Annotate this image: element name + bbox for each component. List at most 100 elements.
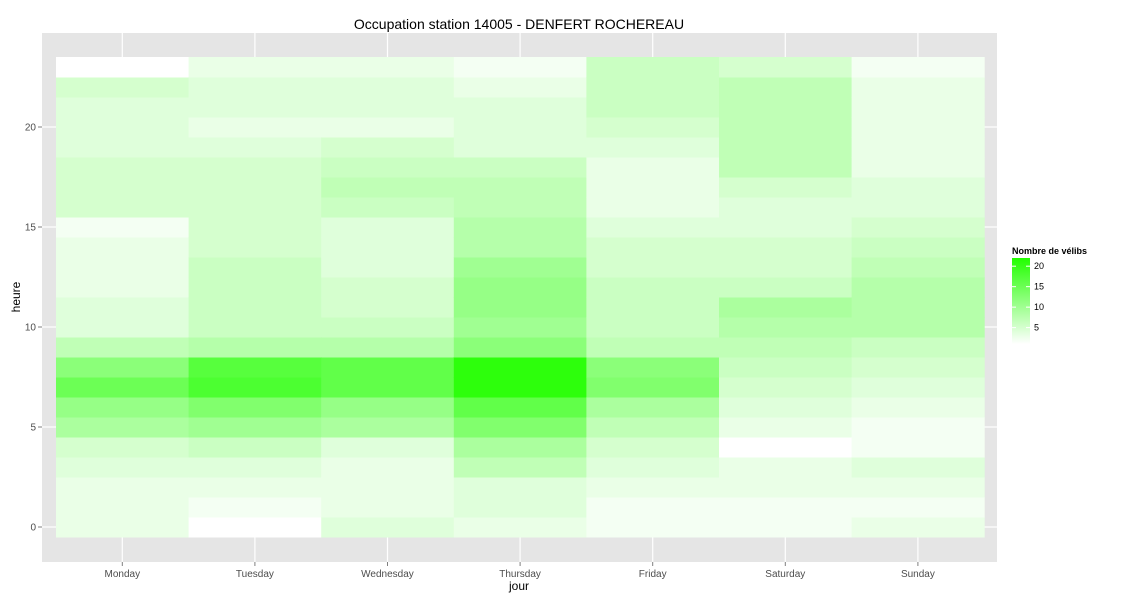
heatmap-tile	[188, 257, 322, 278]
heatmap-tile	[851, 517, 985, 538]
heatmap-tile	[586, 257, 720, 278]
heatmap-tile	[719, 117, 853, 138]
heatmap-tile	[719, 297, 853, 318]
heatmap-tile	[188, 237, 322, 258]
heatmap-tile	[56, 517, 190, 538]
heatmap-tile	[188, 297, 322, 318]
heatmap-tile	[453, 217, 587, 238]
heatmap-tile	[453, 357, 587, 378]
heatmap-tile	[851, 497, 985, 518]
heatmap-tile	[851, 117, 985, 138]
heatmap-tile	[188, 417, 322, 438]
heatmap-tile	[188, 437, 322, 458]
heatmap-tile	[719, 257, 853, 278]
heatmap-tile	[851, 257, 985, 278]
y-tick-label: 0	[30, 523, 36, 534]
heatmap-tile	[321, 177, 455, 198]
heatmap-tile	[321, 257, 455, 278]
heatmap-tile	[586, 417, 720, 438]
heatmap-tile	[586, 57, 720, 78]
heatmap-tile	[56, 317, 190, 338]
heatmap-tile	[586, 117, 720, 138]
heatmap-tile	[188, 277, 322, 298]
heatmap-tile	[56, 337, 190, 358]
legend-tick-label: 5	[1034, 323, 1039, 333]
heatmap-tile	[851, 357, 985, 378]
heatmap-tile	[719, 197, 853, 218]
heatmap-tile	[851, 237, 985, 258]
legend-title: Nombre de vélibs	[1012, 246, 1087, 256]
heatmap-tile	[188, 457, 322, 478]
legend-tick-label: 20	[1034, 261, 1044, 271]
heatmap-tile	[321, 97, 455, 118]
heatmap-tile	[851, 57, 985, 78]
heatmap-tile	[453, 377, 587, 398]
heatmap-tile	[719, 477, 853, 498]
heatmap-tile	[56, 217, 190, 238]
heatmap-tile	[321, 497, 455, 518]
heatmap-tile	[586, 497, 720, 518]
heatmap-tile	[453, 257, 587, 278]
heatmap-tile	[586, 377, 720, 398]
heatmap-tile	[453, 77, 587, 98]
heatmap-tile	[719, 517, 853, 538]
heatmap-tile	[453, 277, 587, 298]
heatmap-tile	[719, 377, 853, 398]
x-tick-label: Saturday	[765, 569, 805, 580]
heatmap-tile	[586, 397, 720, 418]
x-tick-label: Thursday	[499, 569, 541, 580]
heatmap-tile	[188, 177, 322, 198]
heatmap-tile	[719, 417, 853, 438]
heatmap-tile	[586, 237, 720, 258]
heatmap-tile	[453, 317, 587, 338]
heatmap-tile	[586, 77, 720, 98]
heatmap-tile	[188, 197, 322, 218]
heatmap-tile	[56, 137, 190, 158]
heatmap-tile	[851, 277, 985, 298]
heatmap-tile	[56, 197, 190, 218]
y-tick-label: 15	[25, 223, 37, 234]
heatmap-tile	[56, 117, 190, 138]
heatmap-tile	[453, 57, 587, 78]
heatmap-tile	[188, 477, 322, 498]
heatmap-tile	[321, 337, 455, 358]
heatmap-tile	[851, 217, 985, 238]
heatmap-tile	[586, 97, 720, 118]
heatmap-tile	[453, 117, 587, 138]
heatmap-tile	[586, 297, 720, 318]
heatmap-tile	[56, 477, 190, 498]
heatmap-tile	[188, 97, 322, 118]
x-tick-label: Tuesday	[236, 569, 274, 580]
heatmap-tile	[453, 457, 587, 478]
heatmap-tile	[321, 417, 455, 438]
heatmap-tile	[586, 277, 720, 298]
heatmap-tile	[586, 217, 720, 238]
heatmap-tile	[586, 137, 720, 158]
heatmap-tile	[586, 517, 720, 538]
heatmap-tile	[188, 137, 322, 158]
heatmap-tile	[56, 357, 190, 378]
heatmap-tiles	[56, 57, 985, 538]
heatmap-tile	[851, 397, 985, 418]
heatmap-tile	[188, 497, 322, 518]
heatmap-tile	[719, 457, 853, 478]
heatmap-tile	[56, 417, 190, 438]
heatmap-tile	[188, 377, 322, 398]
heatmap-tile	[719, 497, 853, 518]
y-tick-label: 10	[25, 323, 37, 334]
heatmap-tile	[321, 157, 455, 178]
heatmap-tile	[586, 437, 720, 458]
heatmap-tile	[321, 517, 455, 538]
heatmap-tile	[851, 377, 985, 398]
heatmap-tile	[453, 157, 587, 178]
heatmap-tile	[453, 97, 587, 118]
heatmap-tile	[321, 57, 455, 78]
heatmap-tile	[719, 57, 853, 78]
heatmap-tile	[719, 317, 853, 338]
heatmap-tile	[453, 197, 587, 218]
heatmap-tile	[453, 477, 587, 498]
heatmap-tile	[586, 197, 720, 218]
heatmap-tile	[453, 137, 587, 158]
legend-colorbar	[1012, 258, 1030, 344]
